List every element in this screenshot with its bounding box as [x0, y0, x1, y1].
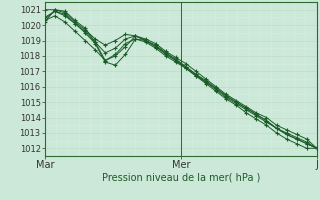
X-axis label: Pression niveau de la mer( hPa ): Pression niveau de la mer( hPa ) — [102, 173, 260, 183]
